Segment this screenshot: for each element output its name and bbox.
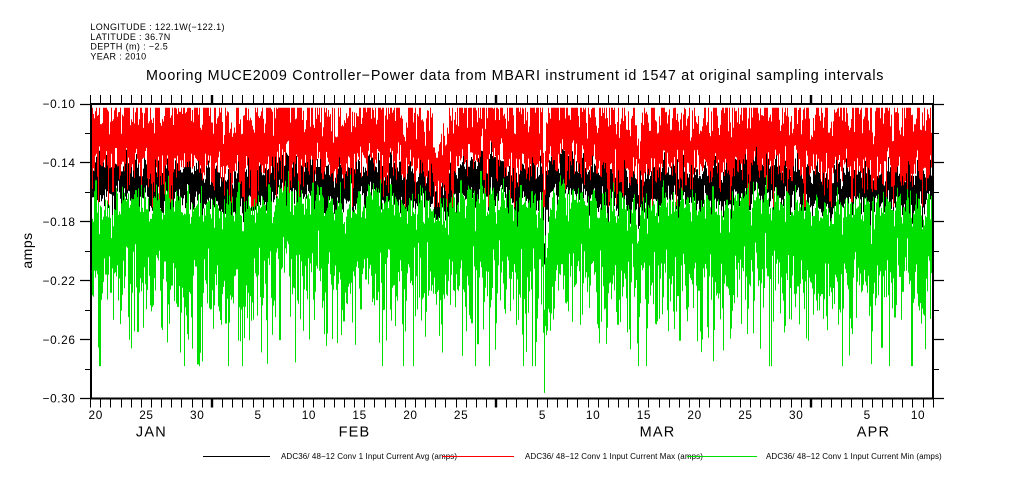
svg-text:30: 30 [190,408,204,422]
svg-text:5: 5 [864,408,871,422]
svg-text:DEPTH (m) : −2.5: DEPTH (m) : −2.5 [90,42,168,52]
svg-text:10: 10 [302,408,316,422]
svg-text:ADC36/ 48−12 Conv 1 Input Curr: ADC36/ 48−12 Conv 1 Input Current Max (a… [525,452,703,461]
svg-text:30: 30 [789,408,803,422]
svg-text:JAN: JAN [136,425,167,441]
svg-text:amps: amps [19,232,35,268]
svg-text:25: 25 [454,408,468,422]
svg-text:ADC36/ 48−12 Conv 1 Input Curr: ADC36/ 48−12 Conv 1 Input Current Min (a… [766,452,942,461]
svg-text:20: 20 [89,408,103,422]
svg-text:15: 15 [352,408,366,422]
svg-text:25: 25 [738,408,752,422]
svg-text:APR: APR [857,425,890,441]
svg-text:Mooring MUCE2009 Controller−Po: Mooring MUCE2009 Controller−Power data f… [146,68,884,84]
svg-text:5: 5 [255,408,262,422]
svg-text:−0.30: −0.30 [43,392,76,406]
svg-text:FEB: FEB [339,425,371,441]
svg-text:ADC36/ 48−12 Conv 1 Input Curr: ADC36/ 48−12 Conv 1 Input Current Avg (a… [281,452,457,461]
svg-text:LONGITUDE : 122.1W(−122.1): LONGITUDE : 122.1W(−122.1) [90,22,224,32]
svg-text:25: 25 [139,408,153,422]
svg-text:10: 10 [586,408,600,422]
svg-text:15: 15 [637,408,651,422]
svg-text:YEAR : 2010: YEAR : 2010 [90,52,146,62]
svg-text:10: 10 [911,408,925,422]
svg-text:MAR: MAR [640,425,676,441]
svg-text:−0.14: −0.14 [43,156,76,170]
svg-text:−0.26: −0.26 [43,333,76,347]
svg-text:20: 20 [403,408,417,422]
svg-text:LATITUDE : 36.7N: LATITUDE : 36.7N [90,32,170,42]
svg-text:5: 5 [539,408,546,422]
svg-text:−0.22: −0.22 [43,274,76,288]
svg-text:−0.10: −0.10 [43,97,76,111]
svg-text:20: 20 [687,408,701,422]
svg-text:−0.18: −0.18 [43,215,76,229]
